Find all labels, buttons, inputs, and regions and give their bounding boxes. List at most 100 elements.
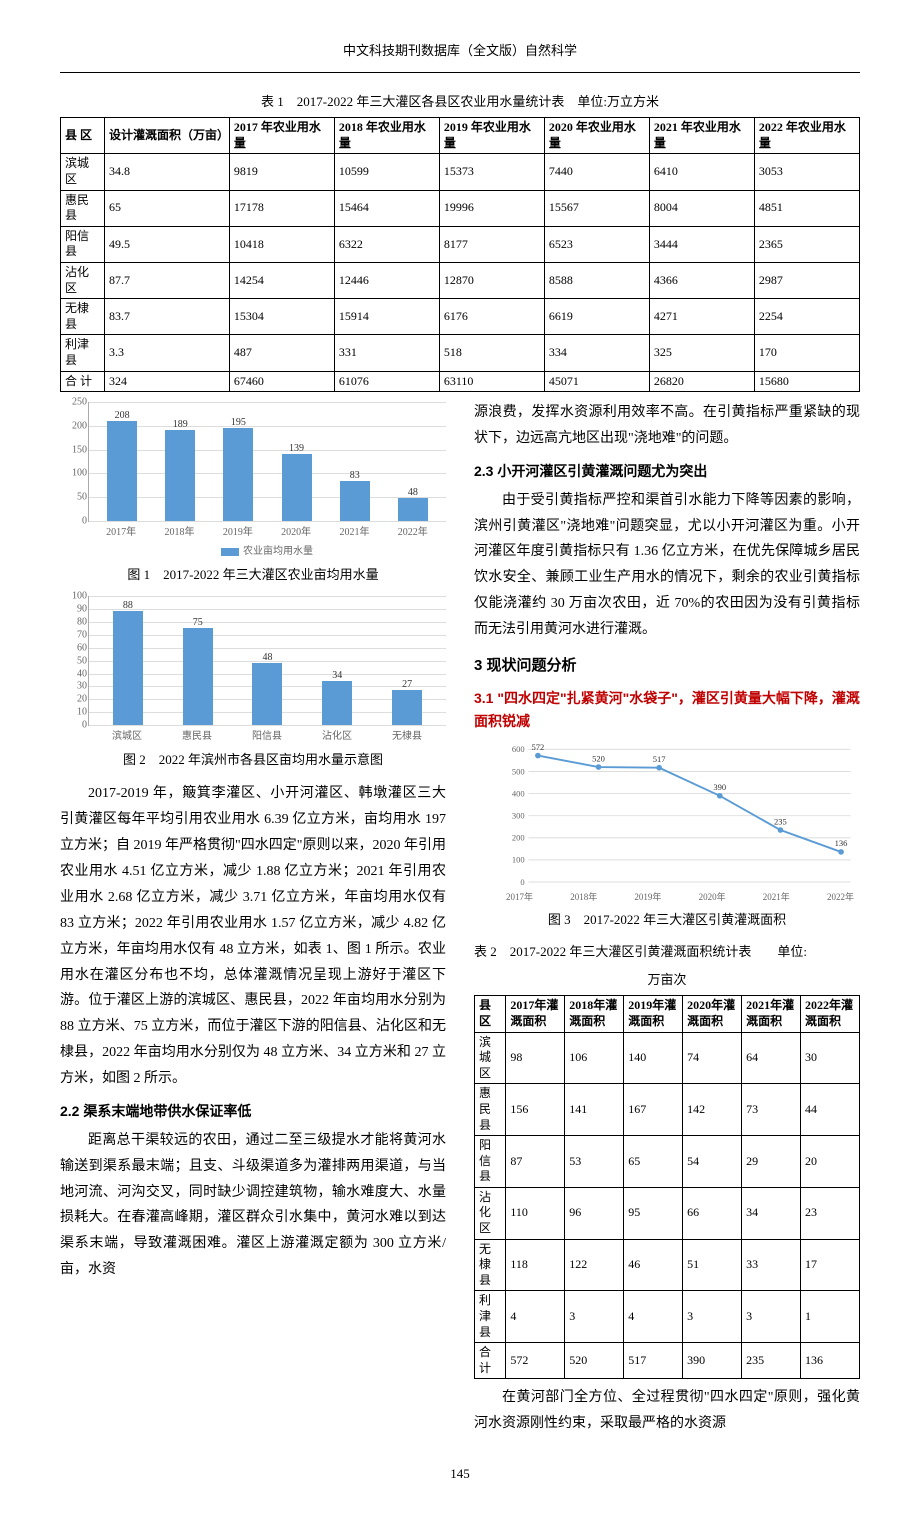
bar-value-label: 75 [193,614,203,631]
table1-cell: 87.7 [104,262,229,298]
bar-value-label: 189 [173,416,188,433]
table2-caption-line1: 表 2 2017-2022 年三大灌区引黄灌溉面积统计表 单位: [474,941,860,963]
table1-cell: 34.8 [104,154,229,190]
x-axis-label: 惠民县 [182,728,212,745]
bar: 34 [322,681,352,725]
x-axis-label: 2021年 [339,524,369,541]
table2-cell: 96 [565,1187,624,1239]
table2-cell: 73 [742,1084,801,1136]
left-para-1: 2017-2019 年，簸箕李灌区、小开河灌区、韩墩灌区三大引黄灌区每年平均引用… [60,781,446,1092]
right-top-para: 源浪费，发挥水资源利用效率不高。在引黄指标严重紧缺的现状下，边远高亢地区出现"浇… [474,400,860,452]
table-row: 滨城区34.898191059915373744064103053 [61,154,860,190]
table2-cell: 阳信县 [475,1136,506,1188]
table-row: 沾化区1109695663423 [475,1187,860,1239]
table1-cell: 325 [649,335,754,371]
x-axis-label: 2017年 [506,890,533,905]
chart2-caption: 图 2 2022 年滨州市各县区亩均用水量示意图 [60,749,446,771]
table1-cell: 10599 [334,154,439,190]
chart2-bar: 0102030405060708090100 8875483427 滨城区惠民县… [88,596,446,745]
table2-cell: 滨城区 [475,1032,506,1084]
table2-header-cell: 2018年灌溉面积 [565,996,624,1032]
table1-cell: 15680 [754,371,859,392]
table2-header-cell: 2019年灌溉面积 [624,996,683,1032]
table2-cell: 136 [800,1343,859,1379]
table1-cell: 3.3 [104,335,229,371]
table1-cell: 4366 [649,262,754,298]
table1-header-cell: 设计灌溉面积（万亩） [104,118,229,154]
x-axis-label: 2020年 [281,524,311,541]
table2-cell: 520 [565,1343,624,1379]
table2-cell: 64 [742,1032,801,1084]
table2-cell: 142 [683,1084,742,1136]
table2-cell: 572 [506,1343,565,1379]
table1-cell: 15464 [334,190,439,226]
table1-cell: 4851 [754,190,859,226]
table-row: 无棣县11812246513317 [475,1239,860,1291]
table1-cell: 沾化区 [61,262,105,298]
table2-cell: 235 [742,1343,801,1379]
table2-cell: 34 [742,1187,801,1239]
left-column: 050100150200250 2081891951398348 2017年20… [60,398,446,1439]
sect22-body: 距离总干渠较远的农田，通过二至三级提水才能将黄河水输送到渠系最末端；且支、斗级渠… [60,1128,446,1283]
table2-cell: 53 [565,1136,624,1188]
page-number: 145 [60,1463,860,1485]
table1-cell: 15304 [229,299,334,335]
table1-cell: 12446 [334,262,439,298]
bar: 75 [183,628,213,726]
line-point-label: 390 [713,782,726,792]
table2-cell: 利津县 [475,1291,506,1343]
bar: 48 [398,498,428,521]
table1-header-cell: 2022 年农业用水量 [754,118,859,154]
section-2-2-heading: 2.2 渠系末端地带供水保证率低 [60,1100,446,1124]
table1-cell: 26820 [649,371,754,392]
table1-cell: 8004 [649,190,754,226]
table1-cell: 合 计 [61,371,105,392]
table1-cell: 487 [229,335,334,371]
table1-header-cell: 2021 年农业用水量 [649,118,754,154]
table-row: 无棣县83.715304159146176661942712254 [61,299,860,335]
table2-header-cell: 2017年灌溉面积 [506,996,565,1032]
table2-cell: 167 [624,1084,683,1136]
bar: 48 [252,663,282,725]
table2-cell: 54 [683,1136,742,1188]
table1-cell: 2987 [754,262,859,298]
table1-cell: 2365 [754,226,859,262]
table-row: 合 计324674606107663110450712682015680 [61,371,860,392]
right-bottom-para: 在黄河部门全方位、全过程贯彻"四水四定"原则，强化黄河水资源刚性约束，采取最严格… [474,1385,860,1437]
table2-cell: 3 [683,1291,742,1343]
bar: 195 [223,428,253,522]
table-row: 合计572520517390235136 [475,1343,860,1379]
table2-cell: 20 [800,1136,859,1188]
table1-cell: 10418 [229,226,334,262]
table2-cell: 17 [800,1239,859,1291]
bar-value-label: 195 [231,414,246,431]
table1: 县 区设计灌溉面积（万亩）2017 年农业用水量2018 年农业用水量2019 … [60,117,860,392]
table1-cell: 12870 [439,262,544,298]
table1-cell: 6619 [544,299,649,335]
table2-cell: 30 [800,1032,859,1084]
line-point-label: 517 [653,754,667,764]
x-axis-label: 2019年 [634,890,661,905]
bar-value-label: 48 [262,649,272,666]
table2-header-cell: 2020年灌溉面积 [683,996,742,1032]
table2-cell: 惠民县 [475,1084,506,1136]
x-axis-label: 滨城区 [112,728,142,745]
table1-caption: 表 1 2017-2022 年三大灌区各县区农业用水量统计表 单位:万立方米 [60,91,860,113]
table1-cell: 63110 [439,371,544,392]
table1-cell: 324 [104,371,229,392]
right-top-body: 源浪费，发挥水资源利用效率不高。在引黄指标严重紧缺的现状下，边远高亢地区出现"浇… [474,400,860,452]
table1-cell: 7440 [544,154,649,190]
table1-cell: 3444 [649,226,754,262]
section-3-1-heading: 3.1 "四水四定"扎紧黄河"水袋子"，灌区引黄量大幅下降，灌溉面积锐减 [474,687,860,735]
table1-cell: 滨城区 [61,154,105,190]
table2-caption-line2: 万亩次 [474,969,860,991]
table1-cell: 15567 [544,190,649,226]
table2-cell: 1 [800,1291,859,1343]
table2-cell: 沾化区 [475,1187,506,1239]
table2-cell: 合计 [475,1343,506,1379]
x-axis-label: 阳信县 [252,728,282,745]
table2-cell: 4 [506,1291,565,1343]
table2-cell: 无棣县 [475,1239,506,1291]
x-axis-label: 2018年 [164,524,194,541]
table1-cell: 14254 [229,262,334,298]
